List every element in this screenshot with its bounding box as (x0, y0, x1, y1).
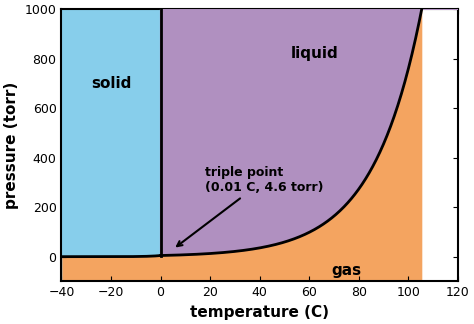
Polygon shape (161, 9, 458, 256)
Text: liquid: liquid (291, 46, 338, 61)
Text: solid: solid (91, 76, 131, 91)
Y-axis label: pressure (torr): pressure (torr) (4, 82, 19, 209)
Text: gas: gas (331, 263, 362, 278)
Polygon shape (62, 10, 458, 282)
X-axis label: temperature (C): temperature (C) (190, 305, 329, 320)
Polygon shape (62, 9, 161, 282)
Text: triple point
(0.01 C, 4.6 torr): triple point (0.01 C, 4.6 torr) (177, 166, 324, 246)
